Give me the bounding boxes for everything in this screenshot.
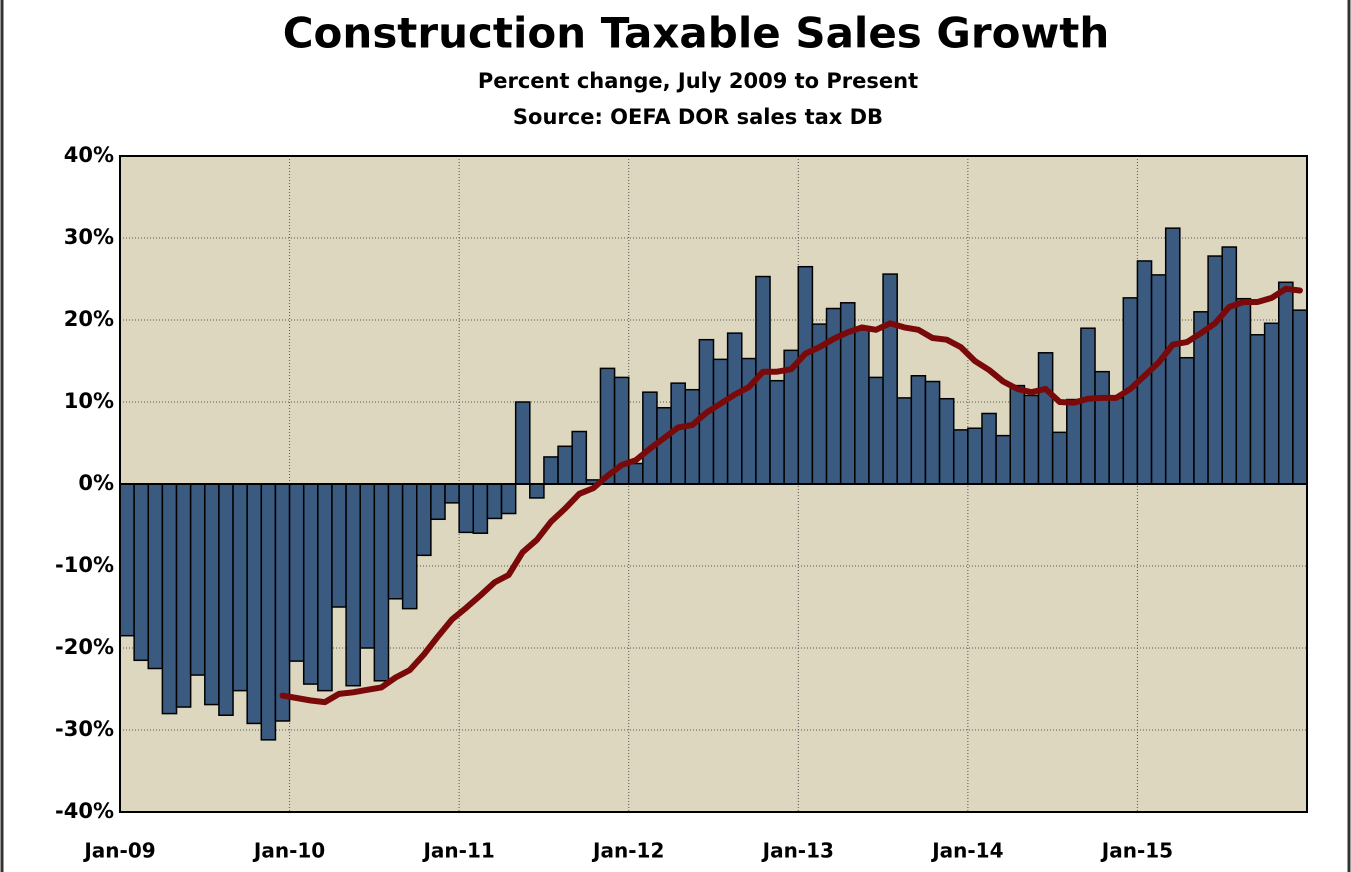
plot-border bbox=[119, 155, 1308, 813]
bar bbox=[1023, 394, 1040, 485]
bar bbox=[387, 483, 404, 600]
y-tick-label: 10% bbox=[64, 389, 114, 413]
bar bbox=[1292, 309, 1308, 485]
bar bbox=[486, 483, 503, 520]
chart-subtitle: Source: OEFA DOR sales tax DB bbox=[513, 105, 883, 129]
bar bbox=[274, 483, 291, 722]
bar bbox=[500, 483, 517, 515]
bar bbox=[543, 456, 559, 485]
bar bbox=[373, 483, 390, 682]
bar bbox=[938, 397, 955, 485]
bar bbox=[1066, 398, 1082, 485]
x-tick-label: Jan-15 bbox=[1100, 839, 1173, 863]
bar bbox=[345, 483, 361, 687]
bar bbox=[642, 391, 658, 485]
bar bbox=[1009, 384, 1026, 485]
bar bbox=[1207, 255, 1223, 485]
bar bbox=[458, 483, 475, 534]
x-tick-label: Jan-13 bbox=[761, 839, 834, 863]
bar bbox=[1150, 274, 1167, 485]
y-tick-label: 30% bbox=[64, 225, 114, 249]
bar bbox=[1277, 281, 1294, 485]
bar bbox=[769, 379, 785, 485]
bar bbox=[317, 483, 333, 692]
bar bbox=[444, 483, 460, 504]
bar bbox=[1037, 352, 1054, 485]
bar bbox=[1108, 397, 1125, 485]
chart-subtitle: Percent change, July 2009 to Present bbox=[478, 69, 918, 93]
bar bbox=[401, 483, 418, 610]
bar bbox=[133, 483, 150, 662]
bar bbox=[868, 376, 884, 485]
bar bbox=[684, 388, 701, 485]
bar bbox=[1080, 327, 1096, 485]
bar bbox=[175, 483, 192, 708]
bar bbox=[599, 367, 616, 485]
bar bbox=[627, 462, 644, 485]
bar bbox=[952, 429, 969, 485]
bar bbox=[260, 483, 277, 741]
bar bbox=[1263, 322, 1280, 485]
y-tick-label: 40% bbox=[64, 143, 114, 167]
x-tick-label: Jan-10 bbox=[252, 839, 325, 863]
bar bbox=[288, 483, 305, 662]
chart-title: Construction Taxable Sales Growth bbox=[283, 9, 1110, 58]
bar bbox=[359, 483, 376, 649]
y-tick-label: 20% bbox=[64, 307, 114, 331]
bar bbox=[246, 483, 263, 725]
bar bbox=[1179, 356, 1195, 485]
y-tick-label: -30% bbox=[55, 717, 114, 741]
bar bbox=[218, 483, 234, 716]
bar bbox=[571, 430, 588, 485]
trend-line bbox=[279, 285, 1303, 706]
y-tick-label: -10% bbox=[55, 553, 114, 577]
bar bbox=[514, 401, 531, 485]
bar bbox=[1221, 246, 1238, 485]
bar bbox=[529, 483, 545, 499]
bar bbox=[995, 434, 1011, 485]
bar bbox=[797, 265, 814, 485]
bar bbox=[726, 332, 743, 485]
bar bbox=[924, 380, 941, 485]
bar bbox=[430, 483, 446, 521]
bar bbox=[896, 397, 913, 485]
bar bbox=[472, 483, 489, 534]
y-tick-label: 0% bbox=[78, 471, 114, 495]
bar bbox=[1094, 370, 1110, 485]
x-tick-label: Jan-12 bbox=[591, 839, 664, 863]
bar bbox=[910, 375, 927, 485]
bar bbox=[712, 358, 729, 485]
bar bbox=[119, 483, 135, 637]
bar bbox=[882, 273, 898, 485]
x-tick-label: Jan-11 bbox=[421, 839, 494, 863]
bar bbox=[1051, 431, 1068, 485]
bar bbox=[1249, 334, 1266, 485]
bar bbox=[557, 445, 573, 485]
bar bbox=[981, 412, 997, 485]
bar bbox=[854, 327, 870, 485]
bar bbox=[147, 483, 164, 670]
bar bbox=[656, 406, 672, 485]
x-tick-label: Jan-14 bbox=[930, 839, 1003, 863]
y-tick-label: -20% bbox=[55, 635, 114, 659]
bar bbox=[189, 483, 206, 676]
bar bbox=[967, 427, 983, 485]
bar bbox=[161, 483, 178, 715]
bar bbox=[204, 483, 220, 706]
bar bbox=[331, 483, 347, 608]
bar bbox=[1164, 227, 1181, 485]
bar bbox=[416, 483, 432, 557]
bar bbox=[302, 483, 319, 685]
bar bbox=[232, 483, 248, 692]
bar bbox=[1235, 297, 1252, 485]
y-tick-label: -40% bbox=[55, 799, 114, 823]
x-tick-label: Jan-09 bbox=[82, 839, 155, 863]
